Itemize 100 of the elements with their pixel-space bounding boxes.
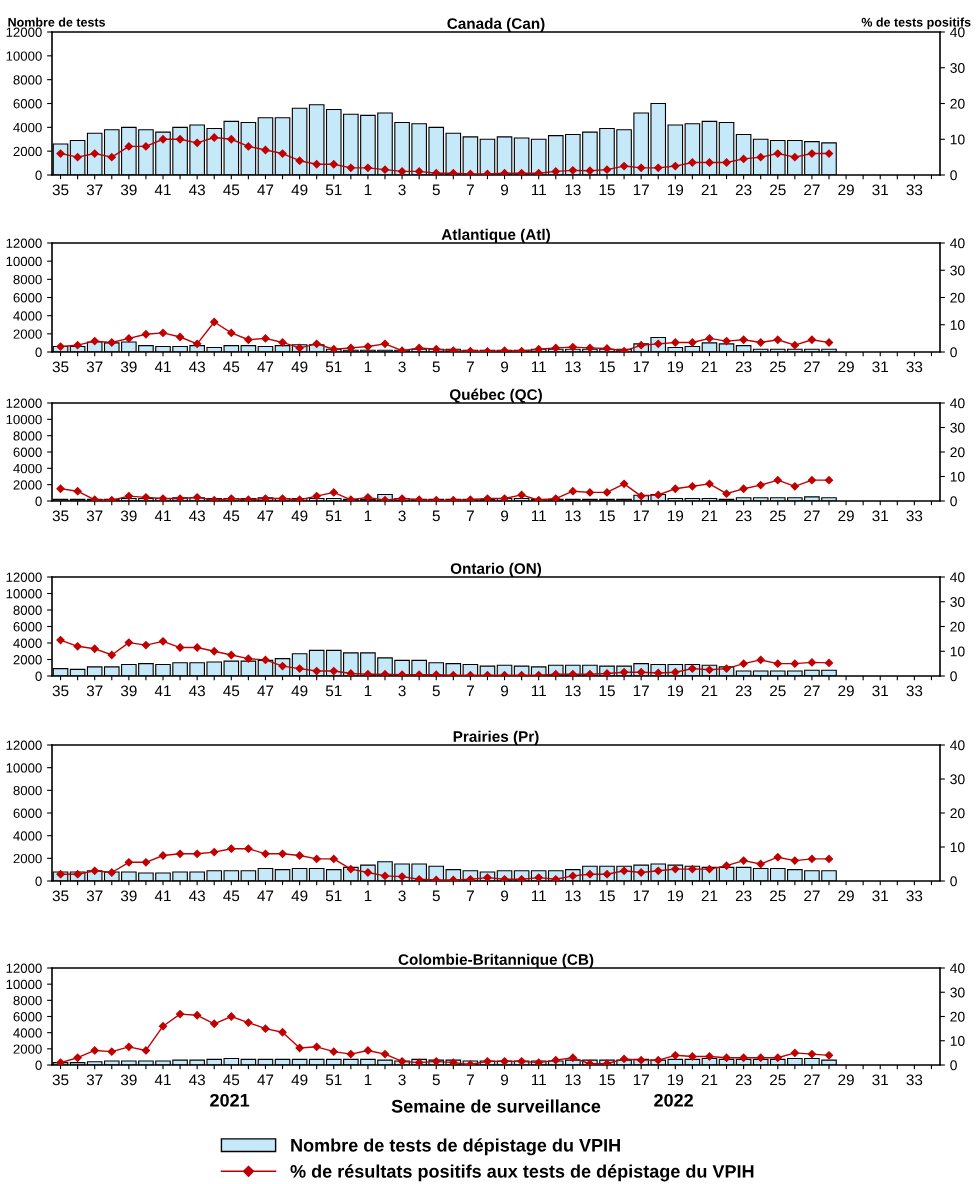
- x-tick-label: 31: [872, 685, 888, 697]
- y2-tick-label: 30: [950, 63, 965, 73]
- x-tick-label: 49: [291, 510, 308, 522]
- y-tick-label: 10000: [6, 256, 42, 267]
- x-tick-label: 41: [154, 510, 171, 522]
- x-tick-label: 49: [291, 184, 308, 196]
- x-tick-label: 45: [223, 890, 240, 902]
- y-tick-label: 10000: [6, 979, 42, 990]
- y-tick-label: 6000: [13, 293, 42, 303]
- x-tick-label: 31: [872, 184, 888, 196]
- x-tick-label: 47: [257, 361, 274, 373]
- y2-tick-label: 30: [950, 774, 965, 785]
- x-tick-label: 51: [325, 510, 342, 522]
- y-tick-label: 12000: [6, 27, 42, 37]
- y2-tick-label: 30: [950, 422, 965, 433]
- x-tick-label: 25: [770, 361, 786, 373]
- y-tick-label: 2000: [13, 1044, 42, 1054]
- y-tick-label: 4000: [13, 122, 42, 133]
- x-tick-label: 13: [565, 184, 581, 196]
- x-tick-label: 11: [531, 890, 546, 902]
- x-tick-label: 7: [466, 890, 474, 902]
- x-tick-label: 47: [257, 1074, 274, 1086]
- x-tick-label: 13: [565, 1074, 581, 1086]
- x-tick-label: 7: [466, 184, 474, 196]
- x-tick-label: 27: [804, 510, 820, 522]
- y2-tick-label: 20: [950, 98, 965, 109]
- x-tick-label: 5: [432, 1074, 440, 1086]
- x-tick-label: 47: [257, 184, 274, 196]
- x-tick-label: 11: [531, 361, 546, 373]
- y2-tick-label: 10: [950, 134, 965, 145]
- x-tick-label: 25: [770, 184, 786, 196]
- text: 2021: [210, 1093, 250, 1107]
- y2-tick-label: 0: [950, 671, 957, 682]
- x-tick-label: 35: [52, 685, 69, 697]
- x-tick-label: 3: [398, 184, 406, 196]
- x-tick-label: 21: [701, 685, 718, 697]
- y2-tick-label: 30: [950, 987, 965, 998]
- y2-tick-label: 40: [950, 572, 965, 583]
- x-tick-label: 29: [838, 890, 854, 902]
- x-tick-label: 35: [52, 1074, 69, 1086]
- y-tick-label: 10000: [6, 589, 42, 599]
- x-tick-label: 19: [667, 685, 684, 697]
- x-tick-label: 1: [364, 184, 372, 196]
- x-tick-label: 47: [257, 685, 274, 697]
- x-tick-label: 13: [565, 361, 581, 373]
- y-tick-label: 8000: [13, 431, 42, 441]
- y2-tick-label: 0: [950, 347, 957, 358]
- x-tick-label: 37: [86, 361, 103, 373]
- y-tick-label: 0: [35, 496, 42, 506]
- y-tick-label: 12000: [6, 572, 42, 582]
- x-tick-label: 5: [432, 890, 440, 902]
- y2-tick-label: 30: [950, 597, 965, 607]
- x-tick-label: 49: [291, 1074, 308, 1086]
- y-tick-label: 2000: [13, 853, 42, 864]
- x-tick-label: 23: [735, 890, 752, 902]
- x-tick-label: 7: [466, 685, 474, 697]
- x-tick-label: 29: [838, 361, 854, 373]
- x-tick-label: 35: [52, 184, 69, 196]
- y-tick-label: 6000: [13, 808, 42, 818]
- y-tick-label: 10000: [6, 414, 42, 425]
- x-tick-label: 21: [701, 184, 718, 196]
- y2-tick-label: 10: [950, 842, 965, 853]
- x-tick-label: 25: [770, 890, 786, 902]
- x-tick-label: 19: [667, 184, 684, 196]
- x-tick-label: 5: [432, 685, 440, 697]
- x-tick-label: 3: [398, 361, 406, 373]
- y2-tick-label: 40: [950, 238, 965, 249]
- y2-tick-label: 10: [950, 471, 965, 482]
- x-tick-label: 7: [466, 1074, 474, 1086]
- x-tick-label: 41: [154, 361, 171, 373]
- x-tick-label: 29: [838, 184, 854, 196]
- chart-title: Prairies (Pr): [453, 730, 539, 745]
- y-tick-label: 4000: [13, 1028, 42, 1038]
- x-tick-label: 43: [189, 361, 205, 373]
- x-tick-label: 9: [501, 361, 509, 373]
- x-tick-label: 5: [432, 184, 440, 196]
- x-tick-label: 1: [364, 510, 372, 522]
- x-tick-label: 35: [52, 890, 69, 902]
- x-tick-label: 49: [291, 685, 308, 697]
- x-tick-label: 17: [633, 685, 649, 697]
- y-tick-label: 6000: [13, 622, 42, 632]
- x-tick-label: 29: [838, 1074, 854, 1086]
- x-tick-label: 21: [701, 890, 718, 902]
- x-tick-label: 13: [565, 510, 581, 522]
- x-tick-label: 19: [667, 361, 684, 373]
- x-tick-label: 27: [804, 361, 820, 373]
- y-tick-label: 6000: [13, 447, 42, 457]
- y-tick-label: 6000: [13, 1012, 42, 1022]
- x-tick-label: 39: [120, 1074, 137, 1086]
- x-tick-label: 29: [838, 685, 854, 697]
- x-tick-label: 45: [223, 685, 240, 697]
- y-tick-label: 12000: [6, 740, 42, 750]
- x-tick-label: 15: [599, 1074, 615, 1086]
- x-tick-label: 31: [872, 361, 888, 373]
- x-tick-label: 11: [531, 184, 546, 196]
- x-tick-label: 29: [838, 510, 854, 522]
- x-tick-label: 3: [398, 510, 406, 522]
- x-tick-label: 45: [223, 510, 240, 522]
- y-tick-label: 0: [35, 347, 42, 357]
- x-tick-label: 13: [565, 890, 581, 902]
